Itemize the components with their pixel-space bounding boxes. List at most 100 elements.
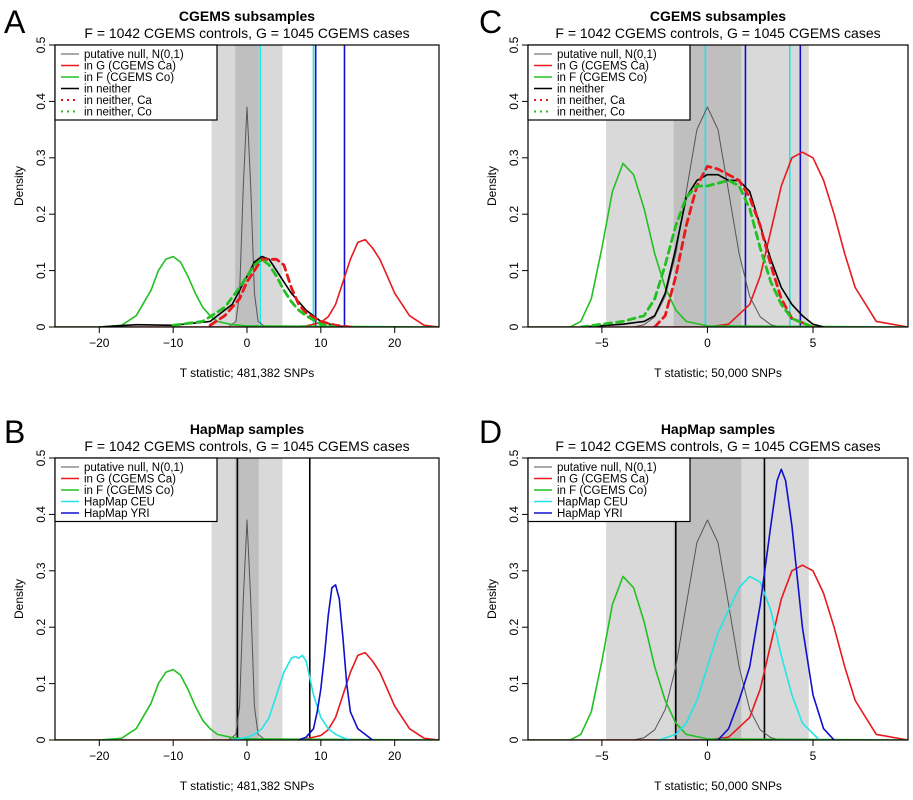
x-axis-label: T statistic; 481,382 SNPs [180, 366, 315, 380]
x-tick-label: −20 [89, 336, 110, 350]
plot-area [55, 458, 439, 740]
series-in-neither-co [171, 257, 337, 327]
chart-title: CGEMS subsamples [650, 8, 786, 24]
y-tick-label: 0.5 [34, 36, 48, 53]
series-putative-null-n-0-1 [633, 519, 782, 740]
plot-area [528, 45, 908, 327]
legend-label: in neither, Co [557, 107, 625, 119]
panel-C: −5 0 5 0 0.1 0.2 0.3 0.4 0.5 Density T statistic; … [479, 4, 909, 380]
chart-subtitle: F = 1042 CGEMS controls, G = 1045 CGEMS … [555, 438, 880, 454]
x-tick-label: 0 [704, 336, 711, 350]
legend: putative null, N(0,1)in G (CGEMS Ca)in F… [54, 457, 218, 523]
series-in-f-cgems-co [528, 575, 908, 740]
plot-frame [527, 457, 909, 741]
y-tick-label: 0.2 [34, 619, 48, 636]
y-tick-label: 0.1 [507, 262, 521, 279]
legend-box [527, 44, 691, 121]
y-tick-label: 0.5 [34, 449, 48, 466]
legend-box [527, 457, 691, 523]
chart-title: HapMap samples [190, 421, 305, 437]
series-in-neither-co [579, 179, 815, 327]
legend-label: HapMap CEU [84, 497, 155, 509]
y-tick-label: 0.3 [507, 149, 521, 166]
series-hapmap-yri [297, 584, 374, 740]
legend-label: in G (CGEMS Ca) [84, 61, 176, 73]
legend-box [54, 457, 218, 523]
legend-label: in neither [557, 84, 604, 96]
y-tick-label: 0.3 [34, 562, 48, 579]
y-tick-label: 0.4 [34, 93, 48, 110]
y-tick-label: 0 [34, 736, 48, 743]
chart-subtitle: F = 1042 CGEMS controls, G = 1045 CGEMS … [84, 438, 409, 454]
legend-label: in F (CGEMS Co) [557, 485, 647, 497]
y-tick-label: 0.2 [507, 206, 521, 223]
legend-label: in F (CGEMS Co) [84, 72, 174, 84]
plot-area [55, 45, 439, 327]
series-hapmap-ceu [231, 654, 352, 740]
series-in-neither-ca [208, 257, 352, 327]
y-tick-label: 0 [34, 323, 48, 330]
x-tick-label: 10 [314, 336, 328, 350]
legend-label: HapMap YRI [84, 508, 150, 520]
legend-label: in neither, Co [84, 107, 152, 119]
panels: −20 −10 0 10 20 0 0.1 0.2 0.3 0.4 0.5 Density T stat… [4, 4, 909, 793]
legend-label: in F (CGEMS Co) [557, 72, 647, 84]
x-tick-label: 5 [810, 336, 817, 350]
series-in-f-cgems-co [55, 255, 439, 327]
x-axis-label: T statistic; 50,000 SNPs [654, 366, 782, 380]
series-hapmap-ceu [658, 575, 821, 740]
legend: putative null, N(0,1)in G (CGEMS Ca)in F… [527, 44, 691, 121]
legend-label: in neither, Ca [84, 95, 152, 107]
legend-label: putative null, N(0,1) [557, 462, 657, 474]
series-putative-null-n-0-1 [228, 106, 266, 327]
x-tick-label: 20 [388, 336, 402, 350]
chart-title: CGEMS subsamples [179, 8, 315, 24]
y-tick-label: 0 [507, 323, 521, 330]
series-in-f-cgems-co [528, 162, 908, 327]
x-tick-label: 5 [810, 749, 817, 763]
series-in-g-cgems-ca [528, 151, 908, 327]
panel-letter: B [4, 414, 25, 450]
legend-label: HapMap YRI [557, 508, 623, 520]
chart-subtitle: F = 1042 CGEMS controls, G = 1045 CGEMS … [84, 25, 409, 41]
chart-subtitle: F = 1042 CGEMS controls, G = 1045 CGEMS … [555, 25, 880, 41]
x-tick-label: −5 [595, 336, 609, 350]
legend: putative null, N(0,1)in G (CGEMS Ca)in F… [54, 44, 218, 121]
plot-area [528, 458, 908, 740]
x-tick-label: −10 [163, 749, 184, 763]
panel-B: −20 −10 0 10 20 0 0.1 0.2 0.3 0.4 0.5 Density T stat… [4, 414, 440, 793]
legend-label: in neither, Ca [557, 95, 625, 107]
x-axis-label: T statistic; 50,000 SNPs [654, 779, 782, 793]
y-axis-label: Density [12, 579, 26, 619]
legend-box [54, 44, 218, 121]
shaded-band-dark [235, 458, 259, 740]
x-tick-label: 20 [388, 749, 402, 763]
y-axis-label: Density [12, 166, 26, 206]
series-in-g-cgems-ca [528, 564, 908, 740]
y-tick-label: 0.4 [507, 506, 521, 523]
panel-letter: C [479, 4, 502, 40]
legend-label: HapMap CEU [557, 497, 628, 509]
chart-title: HapMap samples [661, 421, 776, 437]
x-tick-label: 10 [314, 749, 328, 763]
y-tick-label: 0.3 [507, 562, 521, 579]
panel-letter: A [4, 4, 26, 40]
legend-label: in G (CGEMS Ca) [557, 61, 649, 73]
legend-label: putative null, N(0,1) [84, 462, 184, 474]
shaded-band-dark [235, 45, 259, 327]
legend-label: putative null, N(0,1) [557, 49, 657, 61]
panel-A: −20 −10 0 10 20 0 0.1 0.2 0.3 0.4 0.5 Density T stat… [4, 4, 440, 380]
y-tick-label: 0.1 [34, 675, 48, 692]
y-tick-label: 0.1 [34, 262, 48, 279]
series-in-g-cgems-ca [55, 651, 439, 740]
y-tick-label: 0.1 [507, 675, 521, 692]
x-tick-label: 0 [244, 336, 251, 350]
y-tick-label: 0.5 [507, 449, 521, 466]
y-tick-label: 0.5 [507, 36, 521, 53]
y-tick-label: 0.4 [507, 93, 521, 110]
panel-D: −5 0 5 0 0.1 0.2 0.3 0.4 0.5 Density T statistic; … [479, 414, 909, 793]
series-in-neither [580, 173, 825, 327]
series-putative-null-n-0-1 [228, 519, 266, 740]
y-tick-label: 0 [507, 736, 521, 743]
